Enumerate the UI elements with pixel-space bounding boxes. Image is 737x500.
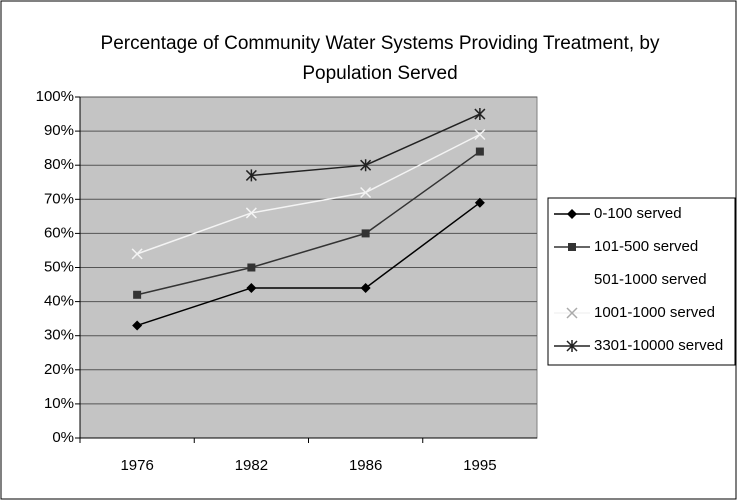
marker (360, 159, 372, 172)
marker (361, 229, 370, 238)
marker (475, 147, 484, 156)
legend-label: 101-500 served (594, 238, 698, 255)
y-tick-label: 40% (44, 293, 74, 310)
y-tick-label: 30% (44, 327, 74, 344)
y-tick-label: 70% (44, 190, 74, 207)
y-tick-label: 50% (44, 258, 74, 275)
marker (132, 320, 143, 331)
y-tick-label: 100% (36, 88, 74, 105)
y-tick-label: 20% (44, 361, 74, 378)
series-line (136, 133, 481, 255)
y-tick-label: 90% (44, 122, 74, 139)
legend-label: 3301-10000 served (594, 337, 723, 354)
chart-title-continued: Population Served (302, 63, 457, 84)
marker (247, 263, 256, 272)
series-line (136, 150, 481, 296)
marker (474, 108, 486, 121)
marker (474, 128, 486, 141)
marker (133, 290, 142, 299)
x-tick-label: 1976 (120, 457, 153, 474)
marker (245, 169, 257, 182)
legend-label: 1001-1000 served (594, 304, 715, 321)
y-tick-label: 10% (44, 395, 74, 412)
marker (360, 186, 372, 199)
marker (245, 207, 257, 219)
x-tick-label: 1986 (349, 457, 382, 474)
legend (547, 197, 736, 366)
legend-label: 0-100 served (594, 205, 682, 222)
legend-marker (568, 243, 576, 251)
y-tick-label: 80% (44, 156, 74, 173)
marker (246, 282, 257, 293)
legend-label: 501-1000 served (594, 271, 707, 288)
y-tick-label: 0% (52, 429, 74, 446)
marker (474, 197, 485, 208)
x-tick-label: 1995 (463, 457, 496, 474)
marker (131, 248, 143, 260)
legend-marker (567, 209, 577, 219)
marker (360, 282, 371, 293)
legend-marker (566, 307, 578, 319)
series-line (136, 202, 481, 327)
y-tick-label: 60% (44, 224, 74, 241)
chart-title: Percentage of Community Water Systems Pr… (101, 33, 660, 54)
x-tick-label: 1982 (235, 457, 268, 474)
legend-marker (566, 340, 578, 352)
